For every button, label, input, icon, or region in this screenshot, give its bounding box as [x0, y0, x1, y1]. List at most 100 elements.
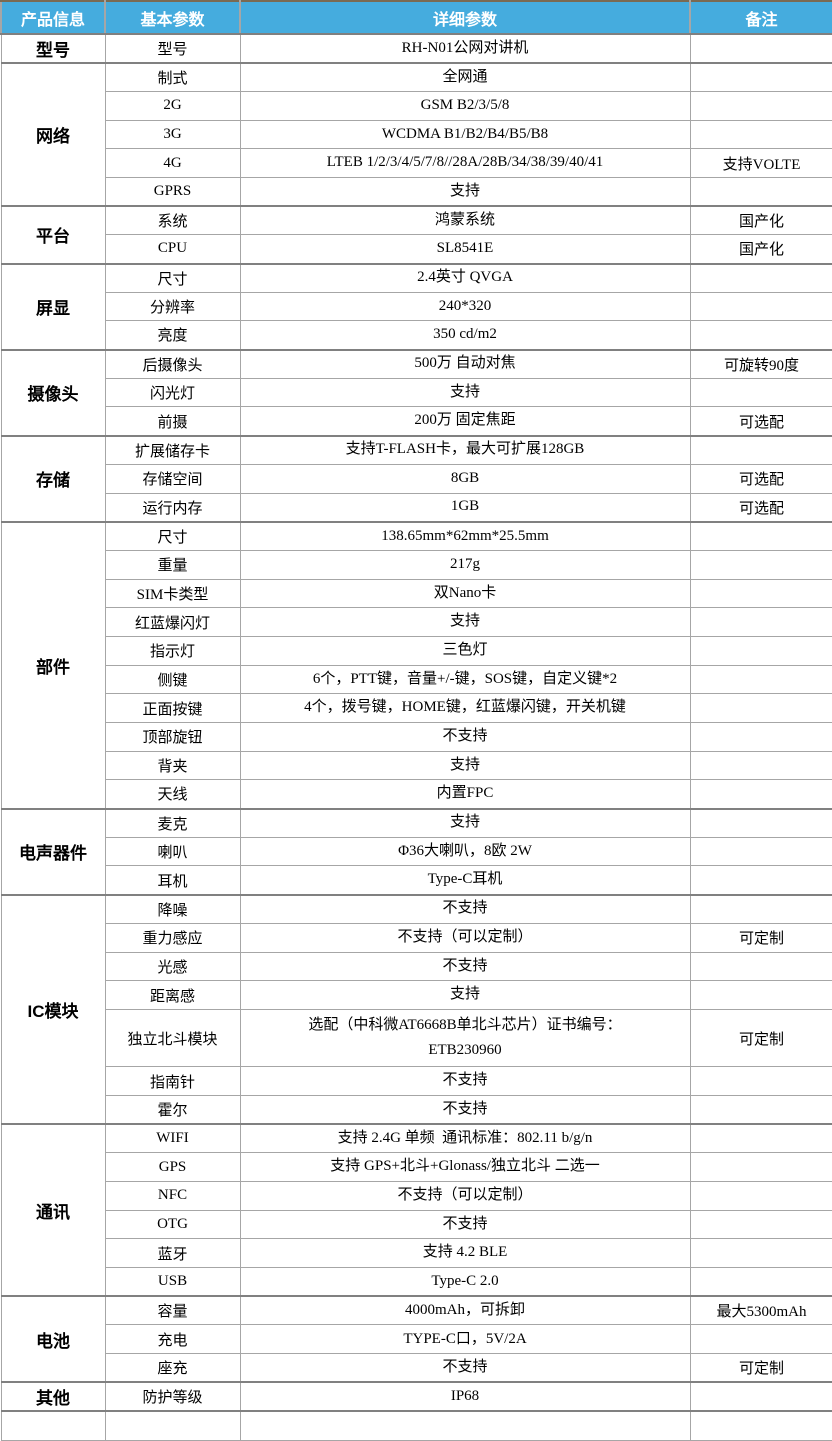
value-cell: 不支持	[239, 1066, 691, 1096]
remark-cell	[689, 779, 832, 810]
table-row: 耳机 Type-C耳机	[1, 865, 832, 896]
value-cell: LTEB 1/2/3/4/5/7/8//28A/28B/34/38/39/40/…	[239, 148, 691, 178]
table-row: 天线 内置FPC	[1, 779, 832, 810]
category-cell: 平台	[0, 205, 106, 265]
remark-cell	[689, 1238, 832, 1269]
table-row: 指南针 不支持	[1, 1066, 832, 1096]
remark-cell	[689, 549, 832, 580]
param-cell: 麦克	[104, 807, 241, 838]
remark-cell	[689, 635, 832, 666]
param-cell: 降噪	[104, 893, 241, 924]
table-row: 重力感应 不支持（可以定制） 可定制	[1, 922, 832, 953]
table-row: 通讯 WIFI 支持 2.4G 单频 通讯标准：802.11 b/g/n	[0, 1123, 832, 1297]
value-cell: Type-C耳机	[239, 865, 691, 896]
remark-cell	[689, 90, 832, 121]
table-row: USB Type-C 2.0	[1, 1267, 832, 1297]
value-cell: 200万 固定焦距	[239, 406, 691, 437]
remark-cell	[689, 1123, 832, 1154]
table-row: 分辨率 240*320	[1, 291, 832, 322]
remark-cell	[689, 176, 832, 207]
table-row: 霍尔 不支持	[1, 1094, 832, 1125]
value-cell: RH-N01公网对讲机	[239, 33, 691, 64]
remark-cell: 可选配	[689, 406, 832, 437]
param-cell: 红蓝爆闪灯	[104, 607, 241, 637]
table-row: 2G GSM B2/3/5/8	[1, 90, 832, 121]
value-cell: 支持	[239, 607, 691, 637]
table-row: 红蓝爆闪灯 支持	[1, 607, 832, 637]
remark-cell	[689, 61, 832, 92]
value-cell: 138.65mm*62mm*25.5mm	[239, 520, 691, 551]
param-cell: 3G	[104, 119, 241, 150]
param-cell: 重量	[104, 549, 241, 580]
value-cell: 内置FPC	[239, 779, 691, 810]
header-col-basic-param: 基本参数	[104, 0, 241, 35]
param-cell: 独立北斗模块	[104, 1008, 241, 1068]
table-row: 部件 尺寸 138.65mm*62mm*25.5mm	[0, 520, 832, 810]
param-cell: 制式	[104, 61, 241, 92]
value-cell: 支持	[239, 377, 691, 408]
value-cell: 支持 GPS+北斗+Glonass/独立北斗 二选一	[239, 1152, 691, 1183]
value-cell: 6个，PTT键，音量+/-键，SOS键，自定义键*2	[239, 664, 691, 695]
table-body: 型号 型号 RH-N01公网对讲机 网络 制式 全网通 2G GSM B2/3/5/8 3G WC…	[0, 33, 832, 1441]
remark-cell	[689, 980, 832, 1010]
value-cell: 支持	[239, 807, 691, 838]
table-row: 型号 型号 RH-N01公网对讲机	[0, 33, 832, 64]
param-cell: 2G	[104, 90, 241, 121]
remark-cell	[689, 520, 832, 551]
remark-cell	[689, 607, 832, 637]
value-cell: 支持 4.2 BLE	[239, 1238, 691, 1269]
param-cell: 蓝牙	[104, 1238, 241, 1269]
value-cell: 选配（中科微AT6668B单北斗芯片）证书编号： ETB230960	[239, 1008, 691, 1068]
param-cell: 扩展储存卡	[104, 434, 241, 465]
param-cell: 喇叭	[104, 836, 241, 867]
param-cell: 分辨率	[104, 291, 241, 322]
param-cell: 型号	[104, 33, 241, 64]
remark-cell	[689, 1209, 832, 1240]
remark-cell: 可选配	[689, 463, 832, 494]
table-row: 存储 扩展储存卡 支持T-FLASH卡，最大可扩展128GB	[0, 434, 832, 523]
table-row: 3G WCDMA B1/B2/B4/B5/B8	[1, 119, 832, 150]
remark-cell	[689, 951, 832, 982]
param-cell: 背夹	[104, 750, 241, 781]
table-row: 网络 制式 全网通	[0, 61, 832, 207]
param-cell: 天线	[104, 779, 241, 810]
param-cell: 容量	[104, 1295, 241, 1326]
param-cell: 距离感	[104, 980, 241, 1010]
param-cell: NFC	[104, 1181, 241, 1211]
remark-cell	[689, 1094, 832, 1125]
param-cell: 4G	[104, 148, 241, 178]
value-cell: SL8541E	[239, 234, 691, 264]
remark-cell	[689, 377, 832, 408]
remark-cell	[689, 750, 832, 781]
table-row: 屏显 尺寸 2.4英寸 QVGA	[0, 262, 832, 351]
table-row: NFC 不支持（可以定制）	[1, 1181, 832, 1211]
param-cell: 闪光灯	[104, 377, 241, 408]
value-cell: 4个，拨号键，HOME键，红蓝爆闪键，开关机键	[239, 693, 691, 723]
value-cell: Φ36大喇叭，8欧 2W	[239, 836, 691, 867]
remark-cell	[689, 693, 832, 723]
table-row: 运行内存 1GB 可选配	[1, 492, 832, 523]
remark-cell	[689, 291, 832, 322]
param-cell: 指示灯	[104, 635, 241, 666]
param-cell: 存储空间	[104, 463, 241, 494]
value-cell: 不支持	[239, 1353, 691, 1383]
param-cell: 侧键	[104, 664, 241, 695]
param-cell: 防护等级	[104, 1381, 241, 1412]
value-cell: 8GB	[239, 463, 691, 494]
param-cell: 系统	[104, 205, 241, 236]
param-cell: CPU	[104, 234, 241, 264]
table-header: 产品信息 基本参数 详细参数 备注	[0, 0, 832, 35]
value-cell: TYPE-C口，5V/2A	[239, 1324, 691, 1355]
remark-cell	[689, 33, 832, 64]
param-cell: GPS	[104, 1152, 241, 1183]
table-row: 其他 防护等级 IP68	[0, 1381, 832, 1412]
header-col-remark: 备注	[689, 0, 832, 35]
value-cell: 4000mAh，可拆卸	[239, 1295, 691, 1326]
table-row: CPU SL8541E 国产化	[1, 234, 832, 264]
remark-cell	[689, 578, 832, 609]
table-row: SIM卡类型 双Nano卡	[1, 578, 832, 609]
table-row: GPRS 支持	[1, 176, 832, 207]
value-cell: 不支持（可以定制）	[239, 1181, 691, 1211]
empty-cell	[104, 1410, 241, 1441]
header-row: 产品信息 基本参数 详细参数 备注	[0, 0, 832, 35]
